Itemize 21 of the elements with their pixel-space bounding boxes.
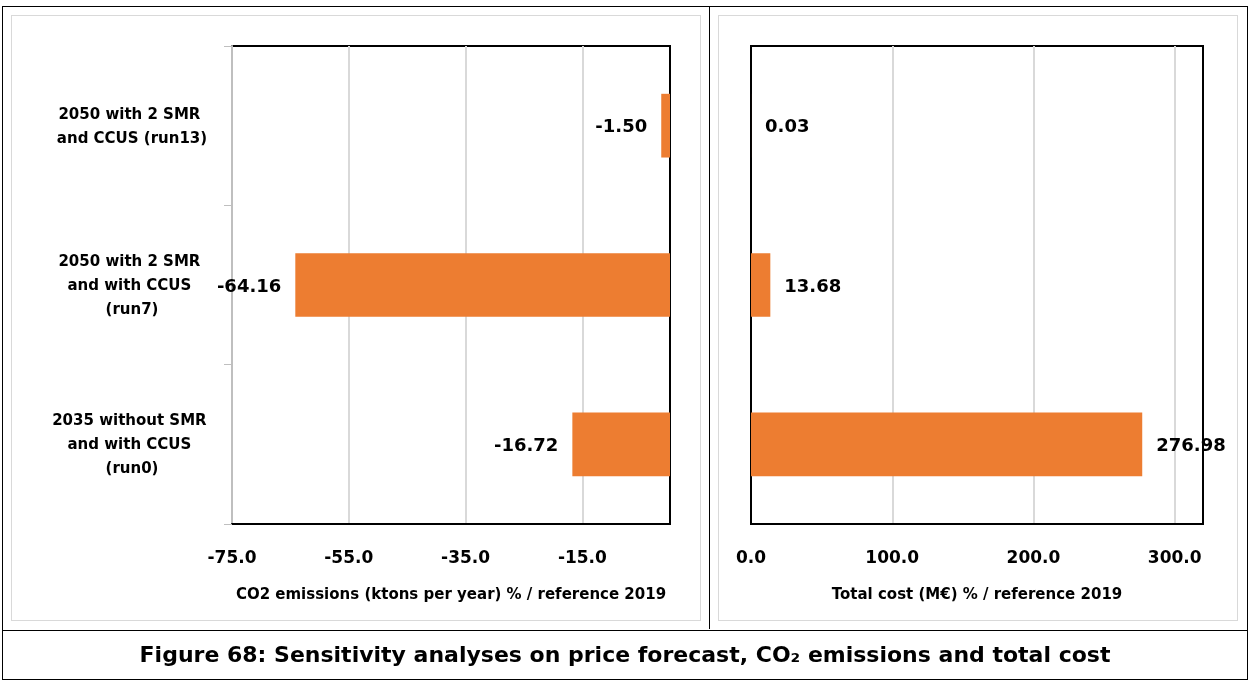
x-tick-label: 300.0 <box>1147 546 1202 567</box>
x-tick-label: 0.0 <box>735 546 767 567</box>
x-tick-label: 100.0 <box>865 546 920 567</box>
x-tick-label: -35.0 <box>441 546 491 567</box>
data-label: 13.68 <box>784 274 842 296</box>
y-tick-label: 2050 with 2 SMR and CCUS (run13) <box>56 104 208 147</box>
x-tick-label: -15.0 <box>557 546 608 567</box>
x-axis-title: CO2 emissions (ktons per year) % / reference 2019 <box>235 584 667 603</box>
bar <box>751 412 1143 477</box>
data-label: -16.72 <box>493 433 559 455</box>
data-label: -64.16 <box>216 274 282 296</box>
caption: Figure 68: Sensitivity analyses on price forecast, CO₂ emissions and total cost <box>3 630 1247 680</box>
x-tick-label: -75.0 <box>207 546 257 567</box>
data-label: 0.03 <box>765 115 810 137</box>
y-tick-label: 2050 with 2 SMR and with CCUS (run7) <box>58 252 206 318</box>
x-tick-label: -55.0 <box>324 546 374 567</box>
x-axis-title: Total cost (M€) % / reference 2019 <box>831 584 1123 603</box>
x-tick-label: 200.0 <box>1006 546 1061 567</box>
bar <box>751 253 771 317</box>
data-label: -1.50 <box>595 115 648 137</box>
y-tick-label: 2035 without SMR and with CCUS (run0) <box>52 411 212 478</box>
